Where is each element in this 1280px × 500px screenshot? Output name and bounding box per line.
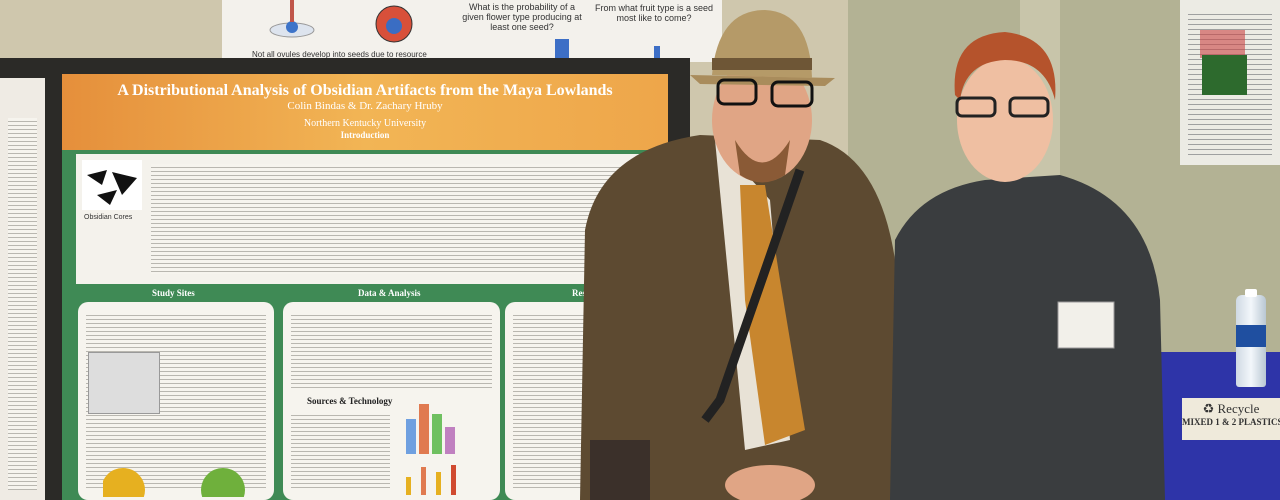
section-study-sites: Study Sites [152, 288, 195, 298]
adjacent-poster [0, 78, 45, 500]
right-poster [1180, 0, 1280, 165]
poster-bullet: Not all ovules develop into seeds due to… [252, 50, 427, 59]
person-with-hat [580, 10, 905, 500]
data-analysis-panel: Sources & Technology [283, 302, 500, 500]
recycle-label: ♻ Recycle MIXED 1 & 2 PLASTICS [1182, 398, 1280, 440]
section-introduction: Introduction [340, 130, 390, 140]
section-data-analysis: Data & Analysis [358, 288, 421, 298]
obsidian-cores-image [82, 160, 142, 210]
recycle-subtext: MIXED 1 & 2 PLASTICS [1182, 417, 1280, 427]
bar-chart-3d [406, 404, 455, 454]
poster-header: A Distributional Analysis of Obsidian Ar… [62, 74, 668, 150]
bar-chart [406, 465, 456, 495]
person-red-hair [890, 32, 1165, 500]
water-bottle [1236, 289, 1266, 387]
research-poster: A Distributional Analysis of Obsidian Ar… [62, 74, 668, 500]
fruit-diagram [375, 5, 413, 43]
poster-title: A Distributional Analysis of Obsidian Ar… [117, 82, 613, 99]
introduction-panel: Obsidian Cores [76, 154, 654, 284]
recycle-icon: ♻ [1202, 401, 1215, 416]
recycle-text: Recycle [1217, 401, 1260, 416]
poster-university: Northern Kentucky University [303, 118, 427, 129]
section-sources: Sources & Technology [307, 396, 393, 406]
name-tag [1057, 301, 1115, 349]
chart-question-2: From what fruit type is a seed most like… [594, 3, 714, 23]
image-caption: Obsidian Cores [84, 214, 133, 221]
study-sites-panel [78, 302, 274, 500]
background-poster: What is the probability of a given flowe… [222, 0, 722, 62]
chart-question-1: What is the probability of a given flowe… [462, 2, 582, 32]
poster-authors: Colin Bindas & Dr. Zachary Hruby [287, 100, 443, 112]
flower-diagram [269, 0, 315, 38]
